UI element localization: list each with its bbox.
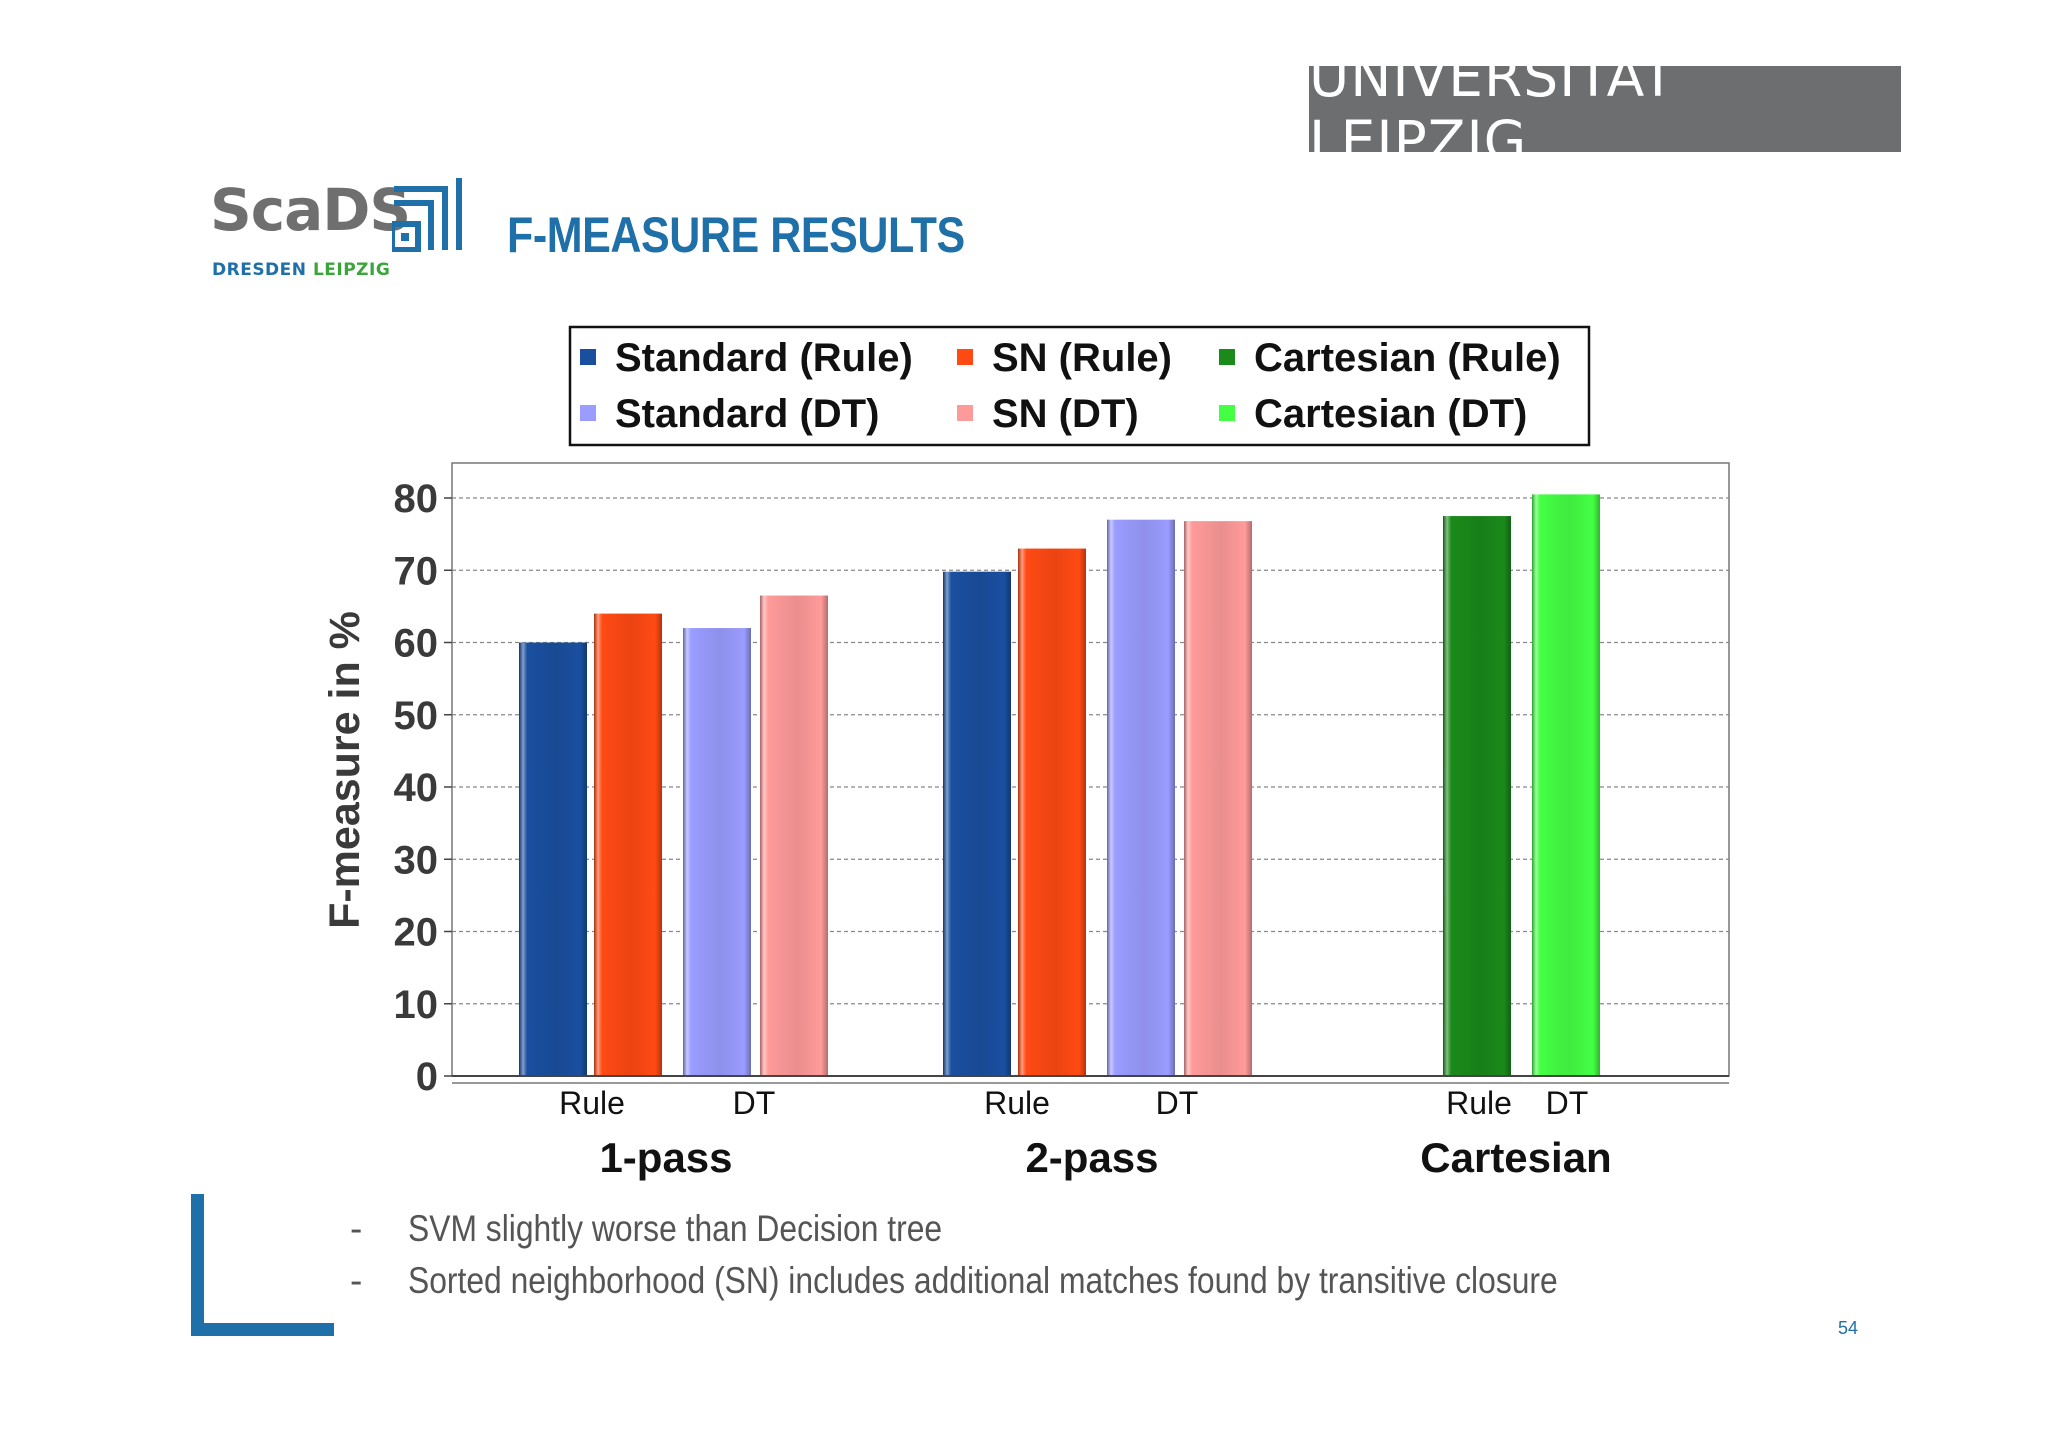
legend-label: Cartesian (Rule): [1254, 336, 1561, 380]
logo-bars-icon: [392, 178, 462, 252]
x-group-label: 1-pass: [599, 1134, 732, 1181]
x-sublabel: DT: [1156, 1085, 1199, 1121]
corner-bracket-horizontal: [191, 1323, 334, 1336]
bar: [1107, 519, 1175, 1076]
x-sublabel: DT: [733, 1085, 776, 1121]
x-sublabel: Rule: [1446, 1085, 1512, 1121]
legend-label: Cartesian (DT): [1254, 392, 1527, 436]
y-tick-label: 20: [394, 911, 439, 955]
y-tick-label: 50: [394, 694, 439, 738]
bullet-marker: -: [350, 1208, 363, 1249]
x-sublabel: DT: [1546, 1085, 1589, 1121]
bar: [1443, 516, 1511, 1076]
x-sublabel: Rule: [559, 1085, 625, 1121]
y-tick-label: 80: [394, 477, 439, 521]
bar: [519, 642, 587, 1076]
legend-swatch: [580, 405, 596, 421]
bar: [1532, 494, 1600, 1076]
logo-text: ScaDS: [210, 176, 411, 244]
legend-swatch: [1219, 405, 1235, 421]
x-group-label: Cartesian: [1420, 1134, 1611, 1181]
y-tick-label: 10: [394, 983, 439, 1027]
page-number: 54: [1838, 1318, 1859, 1338]
bullet-item-1: - SVM slightly worse than Decision tree: [350, 1203, 1745, 1255]
bar: [943, 571, 1011, 1076]
x-sublabel: Rule: [984, 1085, 1050, 1121]
y-tick-label: 0: [416, 1055, 438, 1099]
bullet-item-2: - Sorted neighborhood (SN) includes addi…: [350, 1255, 1745, 1307]
y-tick-label: 70: [394, 549, 439, 593]
legend-label: SN (DT): [992, 392, 1139, 436]
scads-logo: ScaDS DRESDEN LEIPZIG: [210, 176, 470, 286]
plot-area: [451, 462, 1730, 1077]
legend-swatch: [957, 349, 973, 365]
university-name: UNIVERSITÄT LEIPZIG: [1309, 45, 1676, 173]
legend-label: Standard (Rule): [615, 336, 913, 380]
bar: [683, 628, 751, 1076]
bullet-text: SVM slightly worse than Decision tree: [408, 1208, 943, 1249]
bullet-marker: -: [350, 1260, 363, 1301]
logo-sub-leipzig: LEIPZIG: [312, 260, 391, 280]
corner-bracket-vertical: [191, 1194, 204, 1336]
legend-box: [568, 325, 1591, 447]
y-tick-label: 30: [394, 838, 439, 882]
y-tick-label: 60: [394, 622, 439, 666]
bar: [760, 595, 828, 1076]
y-tick-label: 40: [394, 766, 439, 810]
bar: [594, 613, 662, 1076]
bullet-text: Sorted neighborhood (SN) includes additi…: [408, 1260, 1558, 1301]
legend-swatch: [957, 405, 973, 421]
logo-sub-dresden: DRESDEN: [212, 260, 307, 280]
y-axis-title: F-measure in %: [321, 611, 369, 929]
university-banner: UNIVERSITÄT LEIPZIG: [1309, 45, 1901, 173]
x-group-label: 2-pass: [1025, 1134, 1158, 1181]
legend-label: SN (Rule): [992, 336, 1172, 380]
bullet-list: - SVM slightly worse than Decision tree …: [350, 1203, 1745, 1307]
legend-label: Standard (DT): [615, 392, 879, 436]
logo-subtitle: DRESDEN LEIPZIG: [212, 260, 390, 280]
slide-title: F-MEASURE RESULTS: [507, 207, 965, 263]
legend-swatch: [580, 349, 596, 365]
bar: [1018, 548, 1086, 1076]
legend-swatch: [1219, 349, 1235, 365]
bar: [1184, 521, 1252, 1076]
